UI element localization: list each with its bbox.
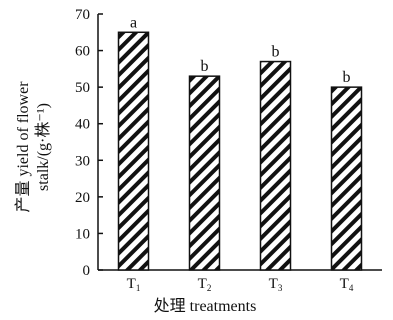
bar-annotation: b (343, 69, 351, 86)
bar (259, 60, 292, 271)
y-tick-label: 10 (75, 226, 90, 242)
bar-annotation: b (272, 44, 280, 61)
y-tick-label: 0 (83, 263, 91, 279)
y-axis-title: 产量 yield of flower stalk/(g·株⁻¹) (14, 81, 52, 213)
y-tick-label: 40 (75, 117, 90, 133)
y-axis: 0 10 20 30 40 50 60 70 (75, 7, 103, 279)
bar-annotation: a (130, 14, 137, 31)
bar-annotation: b (201, 58, 209, 75)
y-tick-label: 20 (75, 190, 90, 206)
x-axis-title: 处理 treatments (154, 297, 257, 315)
y-axis-title-line1: 产量 yield of flower (14, 81, 32, 213)
bar (117, 31, 150, 271)
y-tick-label: 60 (75, 44, 90, 60)
bars: a b b b (117, 14, 363, 271)
x-tick-label: T2 (198, 276, 212, 293)
bar (188, 75, 221, 271)
x-tick-label: T3 (269, 276, 283, 293)
x-tick-label: T1 (127, 276, 141, 293)
y-tick-label: 70 (75, 7, 90, 23)
bar (330, 86, 363, 271)
y-tick-label: 30 (75, 153, 90, 169)
y-tick-label: 50 (75, 80, 90, 96)
x-tick-label: T4 (340, 276, 354, 293)
y-axis-title-line2: stalk/(g·株⁻¹) (34, 103, 52, 191)
